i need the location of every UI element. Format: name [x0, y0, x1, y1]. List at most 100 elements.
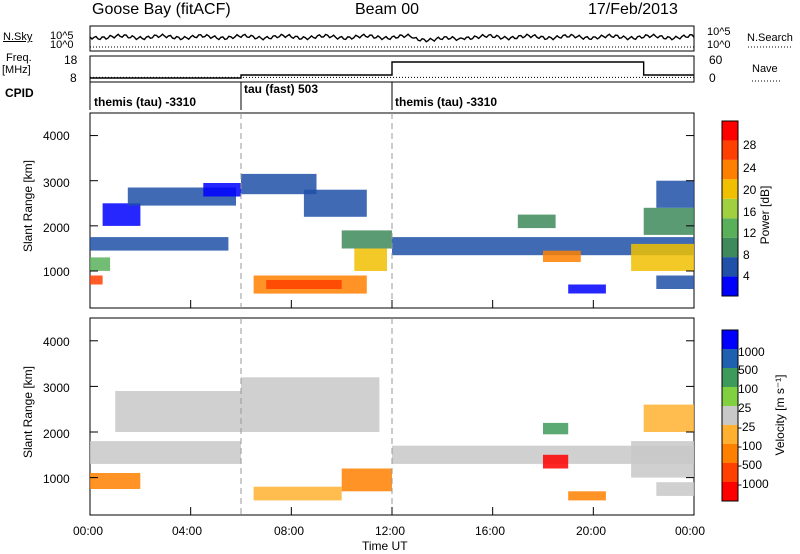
power-cell-0 — [90, 275, 103, 285]
vel-cb-tick-25: 25 — [738, 401, 752, 415]
power-cb-tick-28: 28 — [743, 138, 757, 152]
vel-ytick-2000: 2000 — [43, 427, 70, 441]
power-colorbar-seg-7 — [722, 140, 738, 160]
vel-cell-12 — [656, 482, 695, 496]
vel-cell-11 — [643, 404, 694, 432]
vel-cb-tick-100: 100 — [738, 382, 759, 396]
nave-right-tick-high: 60 — [709, 53, 723, 67]
power-cell-12 — [392, 237, 694, 256]
power-cell-5 — [203, 183, 242, 197]
power-cell-16 — [631, 243, 694, 271]
vel-cb-tick-neg25: -25 — [738, 420, 756, 434]
power-colorbar-seg-2 — [722, 237, 738, 258]
power-cb-tick-4: 4 — [743, 269, 750, 283]
power-ytick-2000: 2000 — [43, 221, 70, 235]
power-ylabel: Slant Range [km] — [21, 159, 35, 253]
power-cell-3 — [102, 203, 141, 226]
vel-cb-tick-500: 500 — [738, 363, 759, 377]
vel-cb-tick-1000: 1000 — [738, 345, 765, 359]
nsearch-label: N.Search — [747, 32, 793, 44]
freq-unit-label: [MHz] — [2, 64, 31, 76]
velocity-colorbar-label: Velocity [m s⁻¹] — [773, 374, 787, 456]
velocity-colorbar-seg-0 — [722, 482, 738, 501]
power-cell-17 — [643, 207, 694, 235]
freq-left-tick-low: 8 — [70, 71, 77, 85]
nsky-label: N.Sky — [3, 31, 33, 43]
vel-cell-0 — [90, 473, 141, 489]
vel-ytick-3000: 3000 — [43, 381, 70, 395]
power-cell-18 — [656, 275, 695, 289]
power-colorbar-seg-1 — [722, 257, 738, 277]
power-ytick-1000: 1000 — [43, 265, 70, 279]
power-cell-14 — [543, 250, 581, 262]
xtick-2000: 20:00 — [576, 524, 607, 538]
power-cell-1 — [90, 257, 111, 271]
vel-ytick-1000: 1000 — [43, 472, 70, 486]
vel-cell-2 — [115, 391, 241, 432]
xtick-0000: 00:00 — [73, 524, 104, 538]
velocity-colorbar-seg-8 — [722, 330, 738, 349]
power-cell-7 — [303, 189, 367, 217]
beam-label: Beam 00 — [355, 1, 420, 18]
nave-right-tick-low: 0 — [709, 71, 716, 85]
power-cell-19 — [656, 180, 695, 208]
velocity-colorbar-seg-4 — [722, 406, 738, 425]
velocity-colorbar-frame — [721, 329, 739, 502]
vel-cell-1 — [90, 441, 241, 464]
cpid-segment-1: themis (tau) -3310 — [94, 95, 197, 109]
power-cb-tick-12: 12 — [743, 226, 757, 240]
power-colorbar-label: Power [dB] — [758, 185, 772, 245]
velocity-colorbar-seg-3 — [722, 425, 738, 444]
power-colorbar-seg-4 — [722, 198, 738, 219]
velocity-colorbar-seg-6 — [722, 368, 738, 387]
velocity-ylabel: Slant Range [km] — [21, 365, 35, 459]
xlabel-time: Time UT — [362, 539, 408, 553]
power-cb-tick-8: 8 — [743, 248, 750, 262]
power-colorbar-seg-5 — [722, 179, 738, 199]
noise-right-tick-low: 10^0 — [707, 39, 731, 51]
velocity-colorbar-seg-1 — [722, 463, 738, 482]
vel-ytick-4000: 4000 — [43, 335, 70, 349]
power-cb-tick-24: 24 — [743, 161, 757, 175]
xtick-0000-end: 00:00 — [675, 524, 706, 538]
power-cell-9 — [266, 280, 342, 289]
power-cell-10 — [354, 248, 387, 271]
freq-left-tick-high: 18 — [64, 53, 78, 67]
xtick-0400: 04:00 — [172, 524, 203, 538]
xtick-1600: 16:00 — [475, 524, 506, 538]
velocity-colorbar-seg-2 — [722, 444, 738, 463]
frequency-trace — [90, 61, 694, 79]
noise-right-tick-high: 10^5 — [707, 26, 731, 38]
power-colorbar-seg-6 — [722, 159, 738, 180]
vel-cell-5 — [341, 468, 392, 492]
power-cb-tick-16: 16 — [743, 205, 757, 219]
cpid-segment-3: themis (tau) -3310 — [395, 95, 498, 109]
nave-label: Nave — [752, 63, 778, 75]
vel-cell-8 — [543, 422, 569, 435]
power-ytick-3000: 3000 — [43, 176, 70, 190]
velocity-colorbar-seg-5 — [722, 387, 738, 406]
freq-label: Freq. — [6, 52, 32, 64]
power-colorbar-seg-0 — [722, 276, 738, 296]
vel-cell-9 — [568, 491, 606, 501]
vel-cell-7 — [543, 454, 569, 469]
power-cell-6 — [241, 173, 317, 195]
vel-cell-3 — [241, 377, 380, 432]
xtick-0800: 08:00 — [274, 524, 305, 538]
cpid-label: CPID — [5, 86, 34, 100]
cpid-segment-2: tau (fast) 503 — [244, 82, 319, 96]
power-cell-15 — [568, 284, 606, 294]
power-cell-2 — [90, 237, 229, 251]
power-colorbar-seg-8 — [722, 121, 738, 141]
vel-cb-tick-neg1000: -1000 — [738, 477, 769, 491]
power-cell-11 — [341, 230, 392, 249]
power-ytick-4000: 4000 — [43, 129, 70, 143]
noise-left-tick-low: 10^0 — [50, 39, 74, 51]
station-title: Goose Bay (fitACF) — [92, 1, 231, 18]
noise-sky-trace — [89, 33, 695, 43]
power-colorbar-seg-3 — [722, 218, 738, 238]
date-label: 17/Feb/2013 — [588, 1, 678, 18]
vel-cb-tick-neg100: -100 — [738, 439, 763, 453]
